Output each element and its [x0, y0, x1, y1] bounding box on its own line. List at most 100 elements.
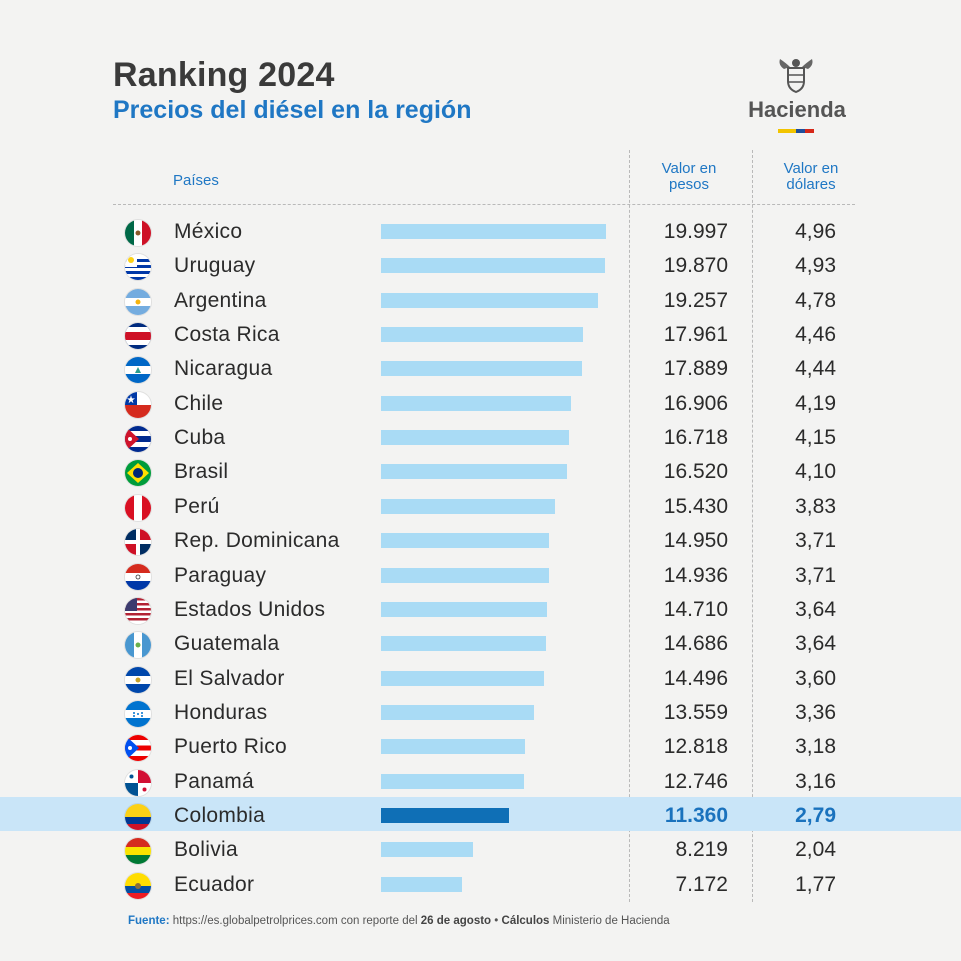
footer-calc-label: Cálculos: [501, 915, 550, 927]
country-name: México: [174, 220, 243, 243]
value-usd: 3,64: [795, 597, 836, 621]
table-row: Honduras 13.559 3,36: [0, 695, 961, 729]
footer-source-text: https://es.globalpetrolprices.com con re…: [172, 915, 418, 927]
value-usd: 3,60: [795, 666, 836, 690]
value-usd: 4,15: [795, 426, 836, 450]
value-pesos: 16.718: [663, 426, 728, 450]
price-bar: [381, 636, 547, 652]
guatemala-flag-icon: [124, 631, 152, 660]
price-bar: [381, 670, 545, 686]
price-bar: [381, 533, 550, 549]
country-name: Nicaragua: [174, 357, 273, 381]
uruguay-flag-icon: [124, 253, 152, 282]
price-bar: [381, 327, 584, 343]
value-usd: 4,78: [795, 288, 836, 312]
table-row: Colombia 11.360 2,79: [0, 798, 961, 832]
divider-usd: [752, 150, 753, 902]
value-pesos: 13.559: [663, 700, 728, 724]
panama-flag-icon: [124, 768, 152, 797]
price-bar: [381, 704, 534, 720]
cuba-flag-icon: [124, 425, 152, 454]
brand-stripe: [778, 129, 814, 133]
price-bar: [381, 395, 572, 411]
price-bar: [381, 601, 547, 617]
value-usd: 3,64: [795, 632, 836, 656]
price-bar: [381, 739, 526, 755]
chile-flag-icon: [124, 390, 152, 419]
value-usd: 3,71: [795, 529, 836, 553]
table-row: Chile 16.906 4,19: [0, 386, 961, 420]
value-pesos: 7.172: [675, 872, 728, 896]
value-pesos: 15.430: [663, 494, 728, 518]
country-name: Paraguay: [174, 563, 267, 587]
country-name: Rep. Dominicana: [174, 529, 340, 553]
price-bar: [381, 807, 509, 823]
ecuador-flag-icon: [124, 871, 152, 900]
value-pesos: 8.219: [675, 838, 728, 862]
value-pesos: 14.710: [663, 597, 728, 621]
header-divider: [113, 204, 855, 205]
value-pesos: 16.520: [663, 460, 728, 484]
value-usd: 4,19: [795, 391, 836, 415]
value-pesos: 14.950: [663, 529, 728, 553]
value-pesos: 11.360: [664, 803, 728, 827]
price-bar: [381, 430, 570, 446]
brazil-flag-icon: [124, 459, 152, 488]
table-row: Bolivia 8.219 2,04: [0, 832, 961, 866]
page-subtitle: Precios del diésel en la región: [113, 96, 472, 124]
country-name: Cuba: [174, 426, 226, 450]
table-row: Costa Rica 17.961 4,46: [0, 317, 961, 351]
country-name: Costa Rica: [174, 323, 280, 347]
price-bar: [381, 292, 598, 308]
stripe-blue: [796, 129, 805, 133]
country-name: Perú: [174, 494, 220, 518]
bolivia-flag-icon: [124, 837, 152, 866]
country-name: Uruguay: [174, 254, 256, 278]
value-pesos: 14.936: [663, 563, 728, 587]
table-row: Argentina 19.257 4,78: [0, 283, 961, 317]
mexico-flag-icon: [124, 219, 152, 247]
puerto-rico-flag-icon: [124, 734, 152, 763]
hacienda-logo: Hacienda: [741, 55, 853, 137]
value-pesos: 16.906: [663, 391, 728, 415]
price-bar: [381, 464, 567, 480]
column-header-pesos: Valor en pesos: [661, 160, 717, 193]
table-row: Brasil 16.520 4,10: [0, 454, 961, 488]
value-usd: 4,10: [795, 460, 836, 484]
table-row: Uruguay 19.870 4,93: [0, 248, 961, 282]
country-name: Guatemala: [174, 632, 280, 656]
value-usd: 3,83: [795, 494, 836, 518]
price-bar: [381, 842, 474, 858]
price-bar: [381, 876, 462, 892]
dominican-republic-flag-icon: [124, 528, 152, 557]
value-usd: 4,44: [795, 357, 836, 381]
footer-separator: •: [494, 915, 499, 927]
country-name: Chile: [174, 391, 224, 415]
price-bar: [381, 498, 555, 514]
value-pesos: 12.818: [663, 735, 728, 759]
table-row: Estados Unidos 14.710 3,64: [0, 592, 961, 626]
value-usd: 2,04: [795, 838, 836, 862]
table-row: El Salvador 14.496 3,60: [0, 661, 961, 695]
country-name: Argentina: [174, 288, 267, 312]
value-pesos: 17.961: [663, 323, 728, 347]
column-header-usd: Valor en dólares: [783, 160, 839, 193]
country-name: Colombia: [174, 803, 266, 827]
country-name: El Salvador: [174, 666, 285, 690]
value-usd: 4,93: [795, 254, 836, 278]
costa-rica-flag-icon: [124, 322, 152, 351]
footer-calc-text: Ministerio de Hacienda: [552, 915, 670, 927]
value-pesos: 14.686: [663, 632, 728, 656]
footer-date: 26 de agosto: [420, 915, 492, 927]
country-name: Bolivia: [174, 838, 238, 862]
country-name: Panamá: [174, 769, 255, 793]
price-bar: [381, 258, 605, 274]
table-row: Perú 15.430 3,83: [0, 489, 961, 523]
value-usd: 3,16: [795, 769, 836, 793]
nicaragua-flag-icon: [124, 356, 152, 385]
value-usd: 4,46: [795, 323, 836, 347]
stripe-red: [805, 129, 814, 133]
table-row: Rep. Dominicana 14.950 3,71: [0, 523, 961, 557]
price-bar: [381, 224, 606, 239]
table-row: México 19.997 4,96: [0, 214, 961, 248]
